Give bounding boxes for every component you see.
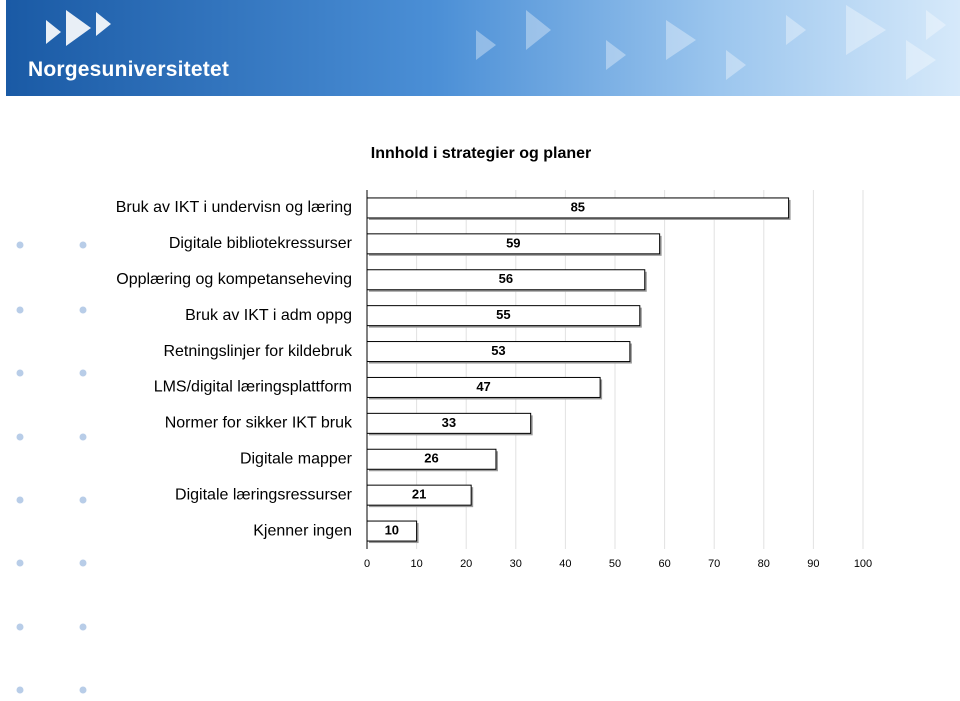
- bar: [366, 448, 497, 470]
- x-tick-label: 90: [807, 558, 819, 570]
- y-tick-label: Retningslinjer for kildebruk: [163, 343, 353, 360]
- y-tick-label: LMS/digital læringsplattform: [154, 379, 352, 396]
- x-tick-label: 50: [609, 558, 621, 570]
- x-tick-label: 0: [364, 558, 370, 570]
- bar: [366, 484, 472, 506]
- logo-text: Norgesuniversitetet: [28, 58, 230, 81]
- x-tick-label: 30: [510, 558, 522, 570]
- chart-title: Innhold i strategier og planer: [371, 145, 591, 162]
- value-label: 55: [496, 307, 510, 322]
- value-label: 26: [424, 451, 438, 466]
- x-tick-label: 80: [758, 558, 770, 570]
- bar: [366, 412, 532, 434]
- value-label: 33: [442, 415, 456, 430]
- bar: [366, 233, 661, 255]
- y-tick-label: Bruk av IKT i undervisn og læring: [116, 199, 352, 216]
- y-tick-label: Normer for sikker IKT bruk: [165, 415, 353, 432]
- y-tick-label: Digitale læringsressurser: [175, 486, 353, 503]
- value-label: 85: [571, 199, 585, 214]
- x-tick-label: 70: [708, 558, 720, 570]
- banner-decoration: [46, 5, 946, 80]
- x-tick-label: 20: [460, 558, 472, 570]
- value-label: 21: [412, 487, 426, 502]
- y-tick-label: Bruk av IKT i adm oppg: [185, 307, 352, 324]
- value-label: 59: [506, 235, 520, 250]
- x-tick-label: 40: [559, 558, 571, 570]
- value-label: 56: [499, 271, 513, 286]
- bar: [366, 341, 631, 363]
- bar: [366, 305, 641, 327]
- y-tick-label: Digitale bibliotekressurser: [169, 235, 353, 252]
- y-tick-label: Kjenner ingen: [253, 522, 352, 539]
- bar: [366, 269, 646, 291]
- x-tick-label: 100: [854, 558, 872, 570]
- value-label: 53: [491, 343, 505, 358]
- bar: [366, 520, 418, 542]
- value-label: 47: [476, 379, 490, 394]
- x-tick-label: 10: [410, 558, 422, 570]
- decoration-dots: [16, 241, 87, 694]
- value-label: 10: [385, 522, 399, 537]
- bar: [366, 197, 790, 219]
- x-tick-label: 60: [658, 558, 670, 570]
- y-tick-label: Digitale mapper: [240, 450, 353, 467]
- bar: [366, 376, 601, 398]
- y-tick-label: Opplæring og kompetanseheving: [116, 271, 352, 288]
- header-banner: Norgesuniversitetet: [6, 0, 960, 96]
